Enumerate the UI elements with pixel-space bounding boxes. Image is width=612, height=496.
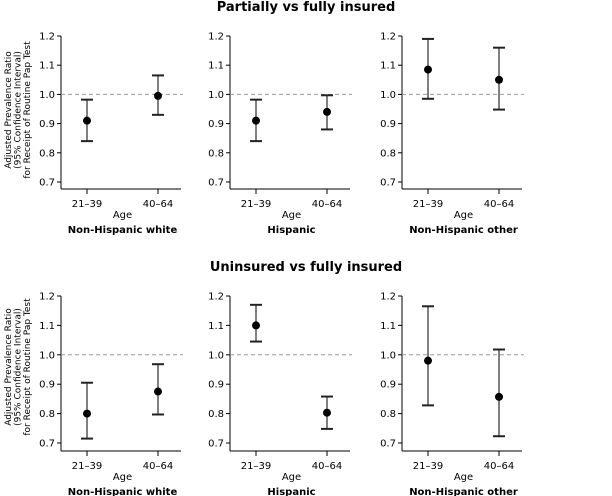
y-tick-label: 0.7	[208, 439, 224, 450]
y-tick-label: 1.2	[208, 32, 224, 43]
y-tick-label: 0.7	[380, 178, 396, 189]
x-axis-label: Age	[454, 210, 473, 221]
x-tick-label: 40–64	[484, 199, 514, 210]
row-title: Partially vs fully insured	[217, 0, 396, 15]
y-tick-label: 1.0	[208, 90, 224, 101]
x-tick-label: 21–39	[241, 199, 271, 210]
y-tick-label: 1.0	[380, 90, 396, 101]
data-point	[424, 65, 432, 74]
y-axis-label: for Receipt of Routine Pap Test	[23, 41, 33, 179]
y-axis-label: Adjusted Prevalence Ratio	[4, 51, 14, 169]
x-tick-label: 40–64	[143, 199, 173, 210]
data-point	[83, 409, 91, 418]
data-point	[252, 116, 260, 125]
y-tick-label: 0.8	[39, 148, 55, 159]
row-title: Uninsured vs fully insured	[210, 260, 402, 275]
y-tick-label: 0.7	[380, 439, 396, 450]
data-point	[495, 392, 503, 401]
y-tick-label: 1.2	[39, 32, 55, 43]
y-tick-label: 1.2	[380, 32, 396, 43]
y-tick-label: 0.9	[208, 380, 224, 391]
y-tick-label: 1.1	[39, 321, 55, 332]
data-point	[83, 116, 91, 125]
y-tick-label: 1.1	[208, 321, 224, 332]
data-point	[323, 408, 331, 417]
y-axis-label: (95% Confidence Interval)	[14, 308, 24, 426]
y-tick-label: 0.7	[39, 178, 55, 189]
y-axis-label: (95% Confidence Interval)	[14, 51, 24, 169]
y-tick-label: 0.9	[39, 119, 55, 130]
y-axis-label: Adjusted Prevalence Ratio	[4, 308, 14, 426]
panel-group-label: Hispanic	[267, 487, 315, 496]
data-point	[154, 91, 162, 100]
y-tick-label: 1.2	[380, 292, 396, 303]
y-tick-label: 0.8	[208, 409, 224, 420]
data-point	[495, 75, 503, 84]
data-point	[252, 321, 260, 330]
y-tick-label: 0.9	[39, 380, 55, 391]
x-axis-label: Age	[454, 472, 473, 483]
y-tick-label: 0.8	[208, 148, 224, 159]
x-tick-label: 40–64	[312, 199, 342, 210]
x-tick-label: 40–64	[484, 461, 514, 472]
y-tick-label: 1.1	[208, 61, 224, 72]
y-tick-label: 0.8	[380, 409, 396, 420]
x-tick-label: 21–39	[413, 199, 443, 210]
y-tick-label: 1.0	[380, 350, 396, 361]
y-tick-label: 0.8	[39, 409, 55, 420]
y-tick-label: 1.1	[380, 61, 396, 72]
y-tick-label: 0.9	[380, 380, 396, 391]
y-tick-label: 1.2	[208, 292, 224, 303]
x-axis-label: Age	[282, 210, 301, 221]
y-tick-label: 0.7	[39, 439, 55, 450]
y-tick-label: 1.0	[208, 350, 224, 361]
x-tick-label: 40–64	[143, 461, 173, 472]
panel-group-label: Non-Hispanic white	[68, 225, 178, 236]
x-tick-label: 21–39	[72, 199, 102, 210]
y-axis-label: for Receipt of Routine Pap Test	[23, 298, 33, 436]
y-tick-label: 1.0	[39, 90, 55, 101]
y-tick-label: 1.1	[39, 61, 55, 72]
data-point	[323, 107, 331, 116]
y-tick-label: 0.9	[380, 119, 396, 130]
x-tick-label: 21–39	[241, 461, 271, 472]
panel-group-label: Hispanic	[267, 225, 315, 236]
x-tick-label: 21–39	[72, 461, 102, 472]
panel-group-label: Non-Hispanic white	[68, 487, 178, 496]
x-axis-label: Age	[282, 472, 301, 483]
x-tick-label: 21–39	[413, 461, 443, 472]
x-axis-label: Age	[113, 210, 132, 221]
y-tick-label: 1.2	[39, 292, 55, 303]
y-tick-label: 1.0	[39, 350, 55, 361]
panel-group-label: Non-Hispanic other	[409, 225, 518, 236]
y-tick-label: 0.7	[208, 178, 224, 189]
data-point	[424, 356, 432, 365]
y-tick-label: 0.8	[380, 148, 396, 159]
x-axis-label: Age	[113, 472, 132, 483]
y-tick-label: 0.9	[208, 119, 224, 130]
x-tick-label: 40–64	[312, 461, 342, 472]
panel-group-label: Non-Hispanic other	[409, 487, 518, 496]
data-point	[154, 387, 162, 396]
y-tick-label: 1.1	[380, 321, 396, 332]
